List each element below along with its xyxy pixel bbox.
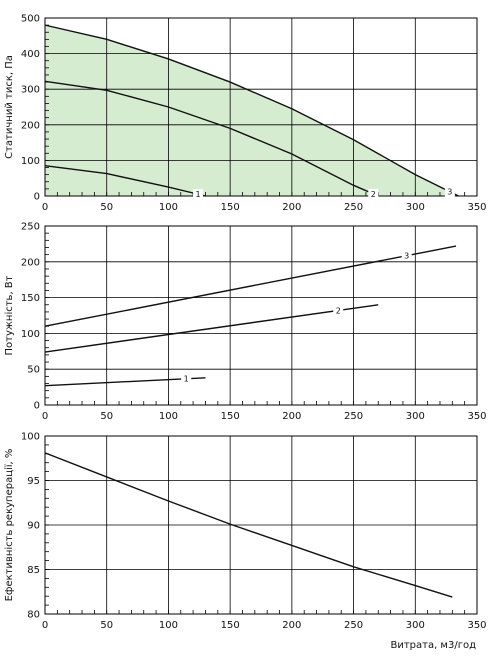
shaded-region <box>45 25 459 197</box>
series-line-2 <box>44 80 379 197</box>
x-tick-label: 100 <box>159 411 178 422</box>
series-line-3 <box>44 24 459 197</box>
x-tick-label: 0 <box>42 411 48 422</box>
y-tick-label: 85 <box>27 565 40 576</box>
x-tick-label: 100 <box>159 620 178 631</box>
series-label-bg <box>333 305 344 316</box>
y-tick-label: 400 <box>21 49 40 60</box>
x-tick-label: 200 <box>282 202 301 213</box>
y-tick-label: 0 <box>34 192 40 203</box>
x-tick-label: 150 <box>221 620 240 631</box>
y-axis-title: Статичний тиск, Па <box>4 55 15 159</box>
series-label-bg <box>181 373 192 384</box>
chart-panel-1: 0 50 100 150 200 250 300 350 0 100 200 300 400 500 Ста… <box>4 14 487 214</box>
series-label-bg <box>368 188 379 199</box>
y-tick-label: 0 <box>34 401 40 412</box>
series-label-bg <box>193 189 204 200</box>
plot-frame <box>44 17 478 197</box>
y-tick-label: 200 <box>21 257 40 268</box>
y-tick-label: 150 <box>21 293 40 304</box>
y-axis-title: Ефективність рекуперації, % <box>3 449 15 602</box>
x-tick-label: 150 <box>221 202 240 213</box>
x-tick-label: 300 <box>406 411 425 422</box>
y-tick-label: 300 <box>21 85 40 96</box>
x-tick-label: 200 <box>282 411 301 422</box>
x-tick-label: 0 <box>42 202 48 213</box>
series-label-3: 3 <box>404 252 409 261</box>
series-label-2: 2 <box>336 306 341 315</box>
y-tick-label: 200 <box>21 120 40 131</box>
plot-frame <box>44 435 478 615</box>
chart-panel-2: 0 50 100 150 200 250 300 350 0 50 100 150 200 250 Поту… <box>3 222 487 423</box>
y-tick-label: 100 <box>21 156 40 167</box>
x-tick-label: 300 <box>406 620 425 631</box>
x-tick-label: 0 <box>42 620 48 631</box>
series-line-1 <box>44 165 206 197</box>
x-tick-label: 250 <box>344 411 363 422</box>
y-tick-label: 50 <box>27 365 40 376</box>
series-label-2: 2 <box>371 190 376 199</box>
series-label-bg <box>444 186 455 197</box>
x-tick-label: 50 <box>100 411 113 422</box>
plot-frame <box>44 225 478 406</box>
x-tick-label: 50 <box>100 202 113 213</box>
y-tick-label: 100 <box>21 329 40 340</box>
y-tick-label: 80 <box>27 610 40 621</box>
x-tick-label: 200 <box>282 620 301 631</box>
x-tick-label: 250 <box>344 202 363 213</box>
x-tick-label: 350 <box>467 202 486 213</box>
series-line-1 <box>44 377 206 387</box>
y-tick-label: 500 <box>21 14 40 25</box>
series-label-3: 3 <box>447 188 452 197</box>
series-label-1: 1 <box>184 375 189 384</box>
x-tick-label: 300 <box>406 202 425 213</box>
y-axis-title: Потужність, Вт <box>3 275 15 355</box>
x-tick-label: 250 <box>344 620 363 631</box>
y-tick-label: 90 <box>27 521 40 532</box>
series-line-2 <box>44 304 379 353</box>
series-line-3 <box>44 245 457 327</box>
y-tick-label: 100 <box>21 432 40 443</box>
series-label-1: 1 <box>196 190 201 199</box>
y-tick-label: 95 <box>27 476 40 487</box>
x-tick-label: 350 <box>467 411 486 422</box>
series-line-1 <box>44 452 453 598</box>
chart-panel-3: 0 50 100 150 200 250 300 350 80 85 90 95 100 Ефективн… <box>3 432 487 652</box>
x-tick-label: 100 <box>159 202 178 213</box>
series-label-bg <box>401 250 412 261</box>
x-tick-label: 150 <box>221 411 240 422</box>
x-axis-title: Витрата, м3/год <box>390 640 476 651</box>
x-tick-label: 350 <box>467 620 486 631</box>
x-tick-label: 50 <box>100 620 113 631</box>
y-tick-label: 250 <box>21 222 40 233</box>
